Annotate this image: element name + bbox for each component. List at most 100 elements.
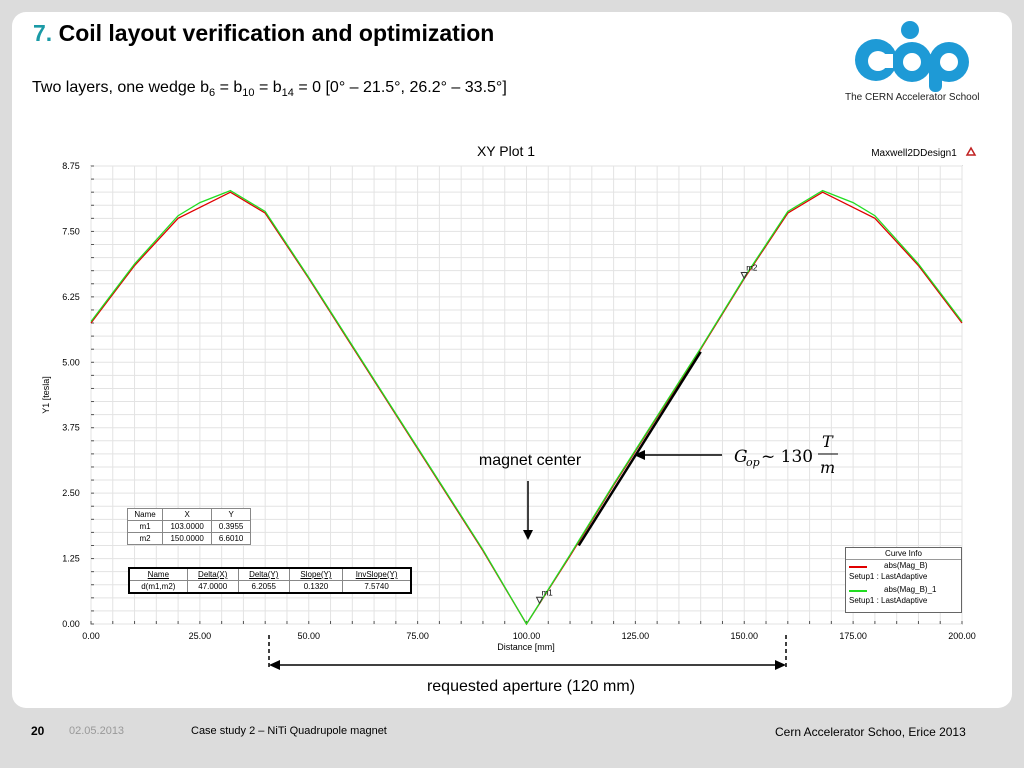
series-line-mag-b-1: [90, 189, 963, 626]
y-axis-label: Y1 [tesla]: [41, 376, 51, 414]
x-tick-label: 25.00: [189, 631, 212, 641]
table-cell: 6.6010: [211, 532, 251, 545]
delta-table-header: InvSlope(Y): [342, 567, 412, 581]
magnet-center-label: magnet center: [479, 452, 582, 469]
legend-swatch: [849, 566, 867, 568]
svg-text:m: m: [820, 458, 835, 477]
x-tick-label: 0.00: [82, 631, 100, 641]
subtitle-text: = b: [215, 79, 243, 96]
x-tick-label: 125.00: [622, 631, 650, 641]
subtitle-sub: 6: [209, 87, 216, 100]
subtitle-text: = 0 [0° – 21.5°, 26.2° – 33.5°]: [293, 79, 507, 96]
arrow-head-icon: [269, 660, 280, 670]
logo-caption: The CERN Accelerator School: [845, 92, 980, 103]
table-cell: 7.5740: [342, 580, 412, 594]
table-cell: m2: [126, 532, 164, 545]
footer-event: Cern Accelerator Schoo, Erice 2013: [775, 725, 966, 739]
cas-logo: [855, 21, 969, 92]
svg-text:op: op: [746, 456, 760, 469]
page-number: 20: [31, 724, 45, 738]
x-tick-label: 200.00: [948, 631, 976, 641]
marker-triangle: [535, 596, 544, 605]
slide-title: 7. Coil layout verification and optimiza…: [33, 20, 494, 47]
svg-text:T: T: [822, 432, 834, 451]
x-tick-label: 50.00: [297, 631, 320, 641]
marker-table-header: Name: [126, 508, 164, 521]
arrow-head-icon: [775, 660, 786, 670]
delta-table: Name Delta(X) Delta(Y) Slope(Y) InvSlope…: [128, 567, 412, 594]
logo-dot: [901, 21, 919, 39]
marker-table-header: Y: [211, 508, 251, 521]
slide-subtitle: Two layers, one wedge b6 = b10 = b14 = 0…: [32, 79, 507, 99]
svg-text:G: G: [734, 447, 748, 467]
series-lines: [90, 189, 963, 626]
table-cell: 150.0000: [162, 532, 213, 545]
table-cell: 0.1320: [288, 580, 344, 594]
x-tick-label: 75.00: [406, 631, 429, 641]
design-label: Maxwell2DDesign1: [871, 148, 957, 159]
grid-vertical: [90, 166, 963, 624]
axis-ticks: [90, 165, 963, 625]
footer-title: Case study 2 – NiTi Quadrupole magnet: [191, 725, 387, 737]
logo-p-stem: [929, 60, 942, 92]
legend-series-name: abs(Mag_B): [884, 561, 928, 570]
table-row: d(m1,m2) 47.0000 6.2055 0.1320 7.5740: [128, 580, 412, 594]
y-tick-label: 6.25: [62, 292, 80, 302]
subtitle-sub: 14: [281, 87, 294, 100]
x-tick-labels: 0.00 25.00 50.00 75.00 100.00 125.00 150.00 175…: [82, 631, 976, 641]
subtitle-sub: 10: [242, 87, 255, 100]
gradient-fit-line: [577, 351, 702, 547]
table-cell: 0.3955: [211, 520, 251, 533]
y-tick-labels: 0.00 1.25 2.50 3.75 5.00 6.25 7.50 8.75: [62, 161, 80, 629]
marker-label: m2: [746, 263, 758, 272]
marker-table-header: X: [162, 508, 213, 521]
y-tick-label: 3.75: [62, 423, 80, 433]
y-tick-label: 5.00: [62, 357, 80, 367]
arrow-head-icon: [634, 450, 645, 460]
chart-title: XY Plot 1: [477, 143, 535, 159]
y-tick-label: 0.00: [62, 619, 80, 629]
y-tick-label: 7.50: [62, 226, 80, 236]
y-tick-label: 1.25: [62, 554, 80, 564]
slide-footer: 20 02.05.2013 Case study 2 – NiTi Quadru…: [0, 716, 1024, 768]
x-tick-label: 150.00: [730, 631, 758, 641]
subtitle-text: Two layers, one wedge b: [32, 79, 209, 96]
y-tick-label: 8.75: [62, 161, 80, 171]
delta-table-header: Delta(X): [186, 567, 239, 581]
warning-icon: [965, 146, 977, 156]
curve-info-title: Curve Info: [846, 548, 961, 560]
marker-triangle: [740, 271, 749, 280]
svg-text:~ 130: ~ 130: [761, 447, 813, 467]
table-cell: m1: [126, 520, 164, 533]
delta-table-header: Slope(Y): [288, 567, 344, 581]
table-cell: 103.0000: [162, 520, 213, 533]
legend-setup: Setup1 : LastAdaptive: [849, 572, 928, 581]
gradient-formula: G op ~ 130 T m: [734, 432, 838, 477]
gradient-fit-segment: [577, 351, 702, 547]
delta-table-header: Delta(Y): [237, 567, 290, 581]
grid-horizontal: [91, 165, 962, 625]
marker-label: m1: [542, 588, 554, 597]
legend-setup: Setup1 : LastAdaptive: [849, 596, 928, 605]
table-cell: d(m1,m2): [128, 580, 188, 594]
x-axis-label: Distance [mm]: [497, 642, 555, 652]
marker-glyphs: m1 m2: [535, 263, 758, 605]
delta-table-header: Name: [128, 567, 188, 581]
title-number: 7.: [33, 20, 53, 46]
y-tick-label: 2.50: [62, 488, 80, 498]
aperture-label: requested aperture (120 mm): [427, 678, 635, 695]
curve-info-legend: Curve Info abs(Mag_B) Setup1 : LastAdapt…: [845, 547, 962, 613]
marker-table: Name X Y m1 103.0000 0.3955 m2 150.0000 …: [126, 508, 251, 545]
arrow-head-icon: [523, 530, 533, 540]
x-tick-label: 100.00: [513, 631, 541, 641]
legend-series-name: abs(Mag_B)_1: [884, 585, 937, 594]
legend-swatch: [849, 590, 867, 592]
x-tick-label: 175.00: [839, 631, 867, 641]
table-cell: 47.0000: [186, 580, 239, 594]
legend-entry: abs(Mag_B)_1 Setup1 : LastAdaptive: [846, 584, 961, 608]
table-row: m1 103.0000 0.3955: [126, 520, 251, 533]
title-text: Coil layout verification and optimizatio…: [58, 20, 495, 46]
legend-entry: abs(Mag_B) Setup1 : LastAdaptive: [846, 560, 961, 584]
table-cell: 6.2055: [237, 580, 290, 594]
